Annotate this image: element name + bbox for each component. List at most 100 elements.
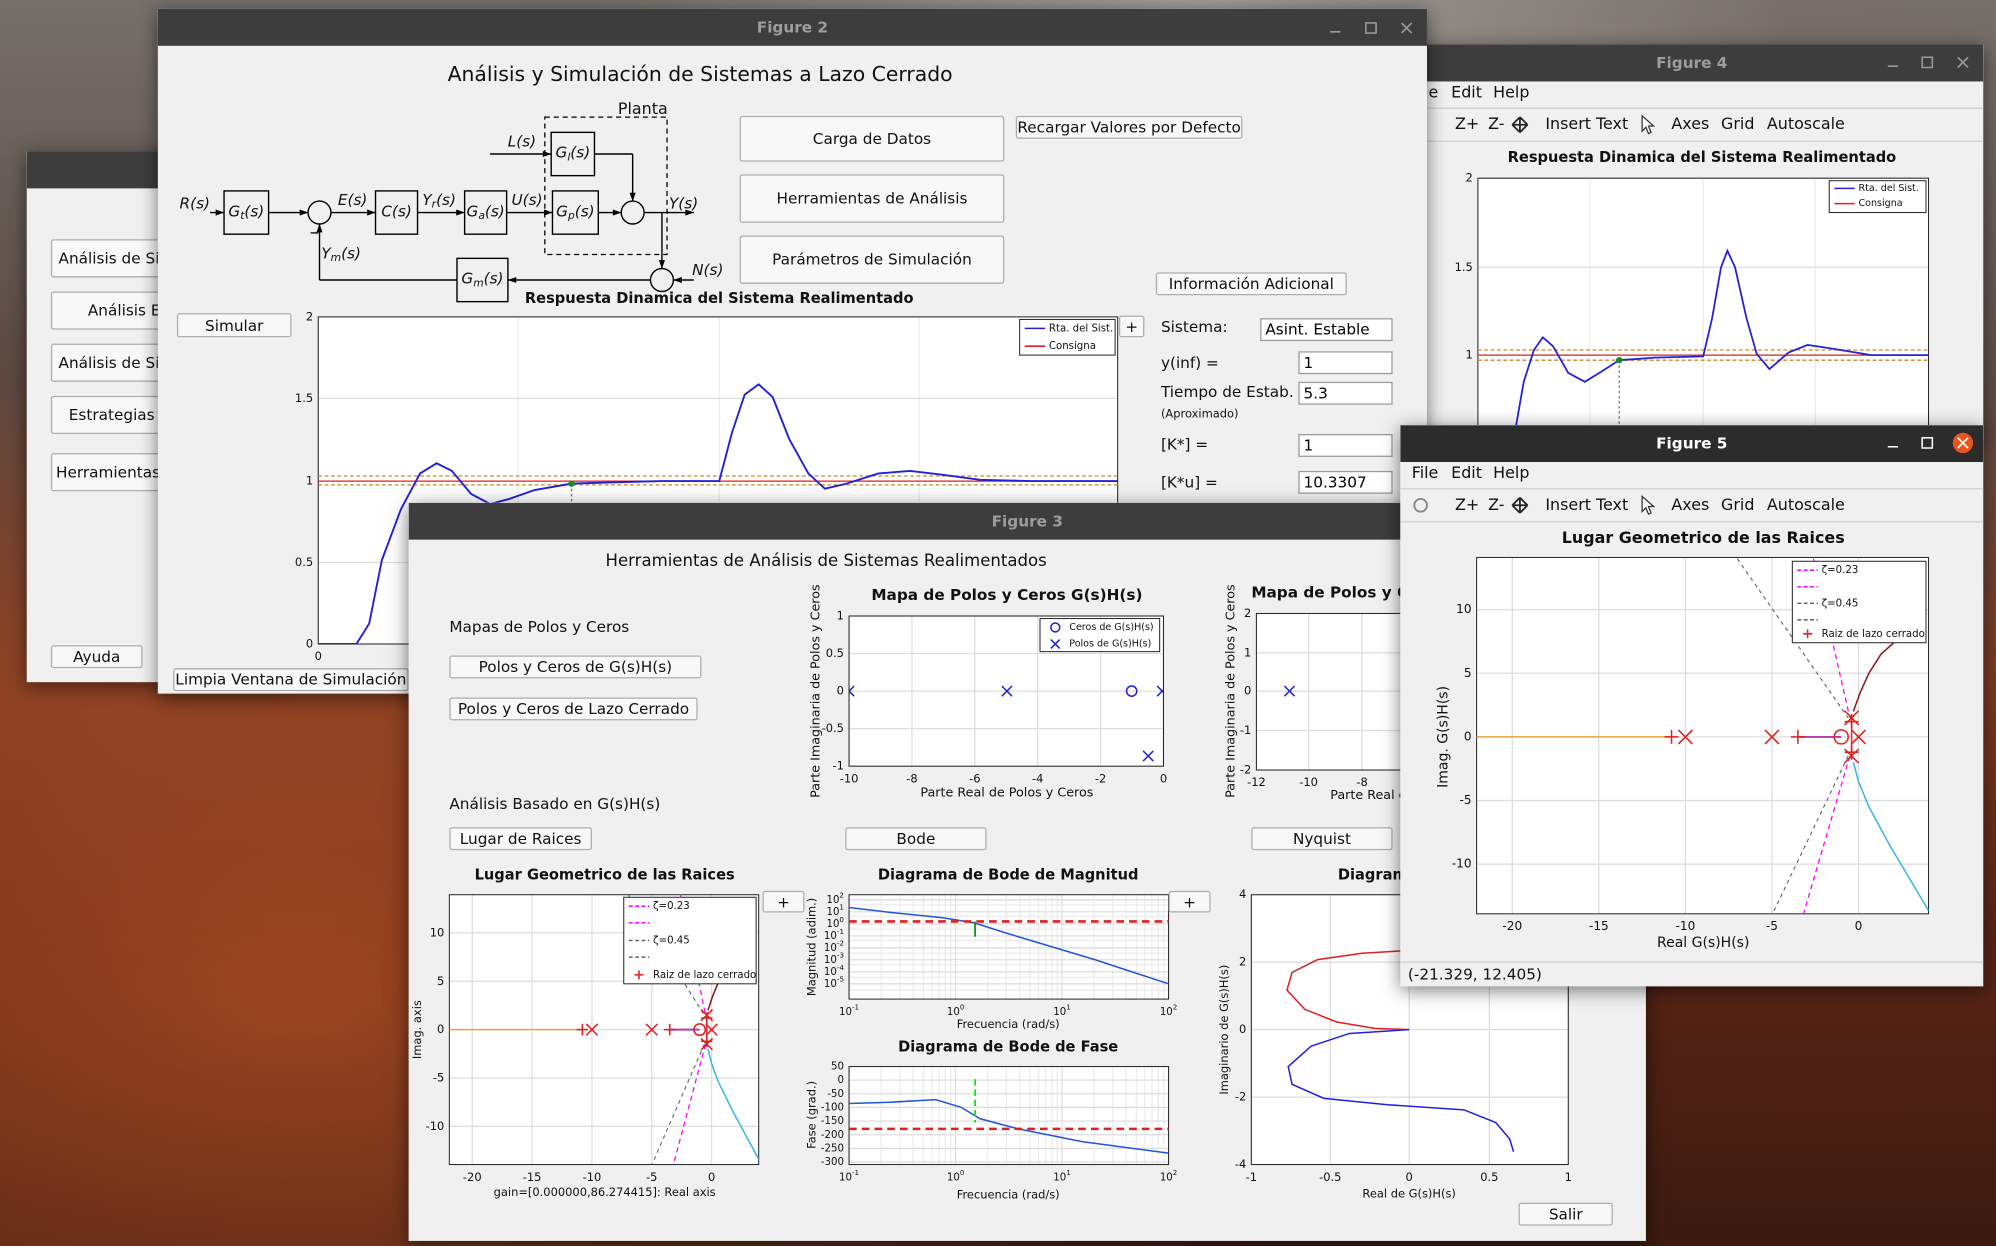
block-label-part: G	[228, 202, 240, 220]
y-tick-label: 0	[1244, 684, 1251, 698]
title-bar	[1400, 425, 1984, 463]
legend-label: ζ=0.45	[1822, 598, 1859, 609]
y-tick-label: 2	[1244, 606, 1251, 620]
block-label: Gp(s)	[556, 202, 595, 222]
y-tick-label-part: 10	[824, 955, 837, 966]
x-tick-label: 101	[1053, 1168, 1070, 1183]
marker-plus	[1664, 729, 1679, 744]
y-tick-label: 1	[1244, 645, 1251, 659]
signal-label: L(s)	[508, 132, 536, 150]
block-label-part: G	[466, 202, 478, 220]
y-tick-label: 0.5	[826, 646, 844, 660]
arrow-head	[456, 209, 465, 216]
arrow-head	[685, 209, 694, 216]
title-bar	[1400, 44, 1984, 82]
marker-plus	[701, 1012, 713, 1024]
signal-label: Yr(s)	[422, 190, 456, 210]
y-tick-label: 10-5	[824, 975, 844, 990]
pan-icon	[1511, 497, 1529, 514]
x-axis-label: Real G(s)H(s)	[1657, 935, 1749, 951]
toolbar-button[interactable]: Axes	[1671, 114, 1709, 133]
legend-label: Consigna	[1049, 341, 1096, 352]
legend-label: ζ=0.23	[1822, 565, 1859, 576]
button[interactable]: Limpia Ventana de Simulación	[173, 668, 409, 692]
x-tick-label: 0	[1406, 1170, 1413, 1184]
button[interactable]: Recargar Valores por Defecto	[1015, 115, 1243, 139]
y-tick-label: 0	[837, 1075, 843, 1086]
button[interactable]: Salir	[1518, 1202, 1613, 1226]
y-tick-label-part: -5	[837, 975, 844, 984]
x-tick-label-part: 2	[1173, 1003, 1178, 1012]
x-tick-label: -10	[583, 1170, 602, 1184]
y-tick-label-part: 0	[839, 915, 844, 924]
settling-point	[1616, 357, 1623, 364]
x-tick-label: -5	[646, 1170, 657, 1184]
plot-lines	[1286, 946, 1515, 1153]
button[interactable]: Ayuda	[50, 645, 143, 669]
window-title: Figure 2	[757, 19, 828, 37]
signal-label: U(s)	[511, 190, 542, 208]
toolbar-button[interactable]: Axes	[1671, 495, 1709, 514]
curve	[318, 383, 1118, 645]
button[interactable]: Información Adicional	[1155, 272, 1347, 296]
button[interactable]: +	[1168, 890, 1211, 913]
block-label-part: p	[567, 209, 575, 222]
plot-lines	[849, 906, 1169, 985]
toolbar-button[interactable]: Grid	[1721, 495, 1754, 514]
x-tick-label: -15	[1589, 919, 1609, 933]
toolbar-button[interactable]: Grid	[1721, 114, 1754, 133]
toolbar-icon	[1413, 497, 1428, 513]
menu-item[interactable]: Edit	[1451, 82, 1482, 101]
button[interactable]: Polos y Ceros de Lazo Cerrado	[449, 697, 698, 721]
y-tick-label: 10-4	[824, 963, 845, 978]
button[interactable]: +	[762, 890, 805, 913]
toolbar-button[interactable]: Insert Text	[1545, 495, 1628, 514]
summing-junction	[620, 200, 645, 225]
y-axis-label: Fase (grad.)	[805, 1081, 819, 1149]
y-tick-label: 100	[826, 915, 844, 930]
menu-item[interactable]: Edit	[1451, 463, 1482, 482]
plot-lines	[1283, 685, 1296, 697]
y-tick-label: -10	[1452, 857, 1472, 871]
menu-item[interactable]: Help	[1493, 82, 1529, 101]
button[interactable]: Polos y Ceros de G(s)H(s)	[449, 655, 702, 679]
button[interactable]: Bode	[845, 827, 987, 851]
y-tick-label: 4	[1239, 887, 1246, 901]
text-field: 5.3	[1298, 381, 1393, 405]
arrow-head	[542, 150, 552, 158]
y-tick-label-part: -3	[837, 951, 844, 960]
toolbar-button[interactable]: Z+	[1455, 495, 1479, 514]
y-tick-label: 10-2	[824, 939, 844, 954]
toolbar-button[interactable]: Z-	[1488, 495, 1504, 514]
button[interactable]: +	[1118, 315, 1145, 338]
curve	[651, 1043, 705, 1165]
toolbar-button[interactable]: Z-	[1488, 114, 1504, 133]
plot-lines	[849, 685, 1164, 762]
x-tick-label: 0	[315, 649, 322, 663]
y-tick-label: -1	[1240, 723, 1251, 737]
button[interactable]: Parámetros de Simulación	[739, 235, 1005, 284]
maximize-button	[1921, 56, 1934, 69]
button[interactable]: Herramientas de Análisis	[739, 174, 1005, 223]
y-tick-label-part: 1	[839, 903, 844, 912]
menu-item[interactable]: File	[1412, 463, 1439, 482]
y-tick-label: -10	[426, 1119, 445, 1133]
toolbar-button[interactable]: Autoscale	[1767, 495, 1845, 514]
block-label-part: (s)	[575, 202, 595, 220]
button[interactable]: Nyquist	[1251, 827, 1393, 851]
marker-x	[1764, 729, 1780, 745]
toolbar-button[interactable]: Autoscale	[1767, 114, 1845, 133]
toolbar-button[interactable]: Insert Text	[1545, 114, 1628, 133]
field-label: [K*] =	[1160, 435, 1209, 454]
legend-label: Polos de G(s)H(s)	[1069, 639, 1151, 650]
button[interactable]: Lugar de Raices	[449, 827, 592, 851]
diagram-block	[551, 190, 599, 235]
legend-label: ζ=0.23	[653, 901, 690, 912]
toolbar-button[interactable]: Z+	[1455, 114, 1479, 133]
marker-plus	[576, 1023, 589, 1036]
button[interactable]: Carga de Datos	[739, 115, 1005, 162]
signal-label-part: (s)	[190, 194, 210, 212]
menu-item[interactable]: Help	[1493, 463, 1529, 482]
button[interactable]: Simular	[176, 313, 292, 338]
